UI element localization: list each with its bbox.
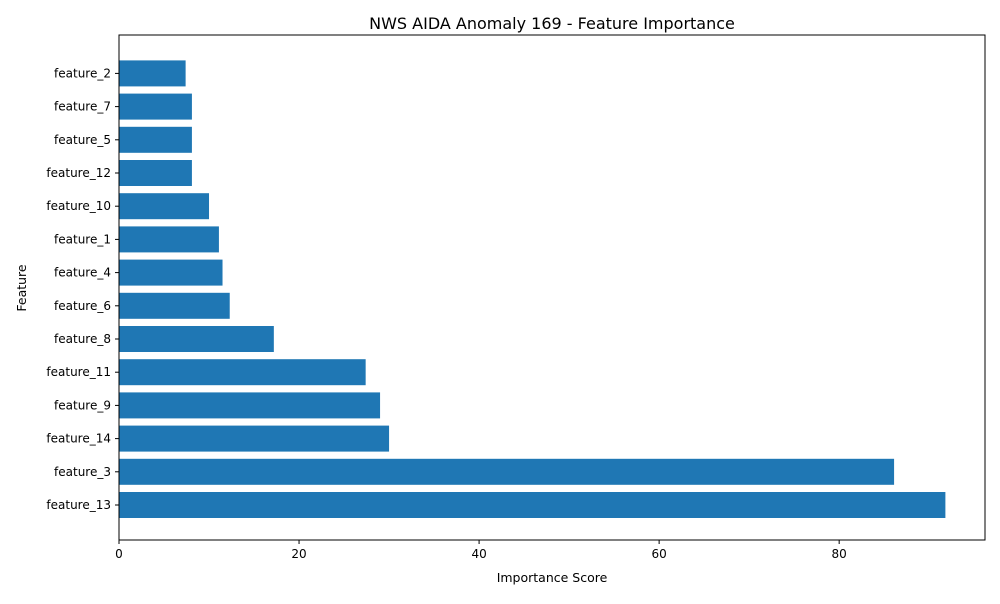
bar-feature_7: [119, 93, 192, 120]
bar-feature_9: [119, 392, 381, 419]
plot-frame: [118, 34, 986, 541]
x-axis-ticks: 0 20 40 60 80: [115, 540, 847, 561]
y-tick-label: feature_9: [54, 398, 111, 412]
bar-feature_4: [119, 259, 223, 286]
y-axis-ticks: feature_13 feature_3 feature_14 feature_9 fe…: [46, 66, 119, 512]
y-tick-label: feature_3: [54, 465, 111, 479]
y-tick-label: feature_11: [46, 365, 111, 379]
y-tick-label: feature_1: [54, 232, 111, 246]
bar-feature_3: [119, 458, 895, 485]
bar-feature_2: [119, 60, 186, 87]
bar-feature_11: [119, 359, 366, 386]
x-tick-label: 40: [471, 547, 486, 561]
x-tick-label: 20: [291, 547, 306, 561]
y-tick-label: feature_14: [46, 432, 111, 446]
bars-group: [119, 60, 946, 518]
x-axis-label: Importance Score: [497, 570, 608, 585]
y-tick-label: feature_4: [54, 266, 111, 280]
y-tick-label: feature_5: [54, 133, 111, 147]
y-axis-label: Feature: [14, 264, 29, 312]
y-tick-label: feature_2: [54, 66, 111, 80]
bar-feature_14: [119, 425, 390, 452]
bar-feature_12: [119, 160, 192, 186]
y-tick-label: feature_6: [54, 299, 111, 313]
x-tick-label: 80: [832, 547, 847, 561]
bar-feature_6: [119, 292, 230, 319]
y-tick-label: feature_7: [54, 100, 111, 114]
bar-feature_1: [119, 226, 219, 253]
chart-title: NWS AIDA Anomaly 169 - Feature Importanc…: [369, 14, 735, 33]
bar-feature_5: [119, 126, 192, 153]
y-tick-label: feature_8: [54, 332, 111, 346]
x-tick-label: 60: [651, 547, 666, 561]
bar-feature_8: [119, 326, 274, 352]
y-tick-label: feature_12: [46, 166, 111, 180]
y-tick-label: feature_13: [46, 498, 111, 512]
bar-feature_13: [119, 492, 946, 518]
x-tick-label: 0: [115, 547, 123, 561]
bar-feature_10: [119, 193, 210, 220]
y-tick-label: feature_10: [46, 199, 111, 213]
